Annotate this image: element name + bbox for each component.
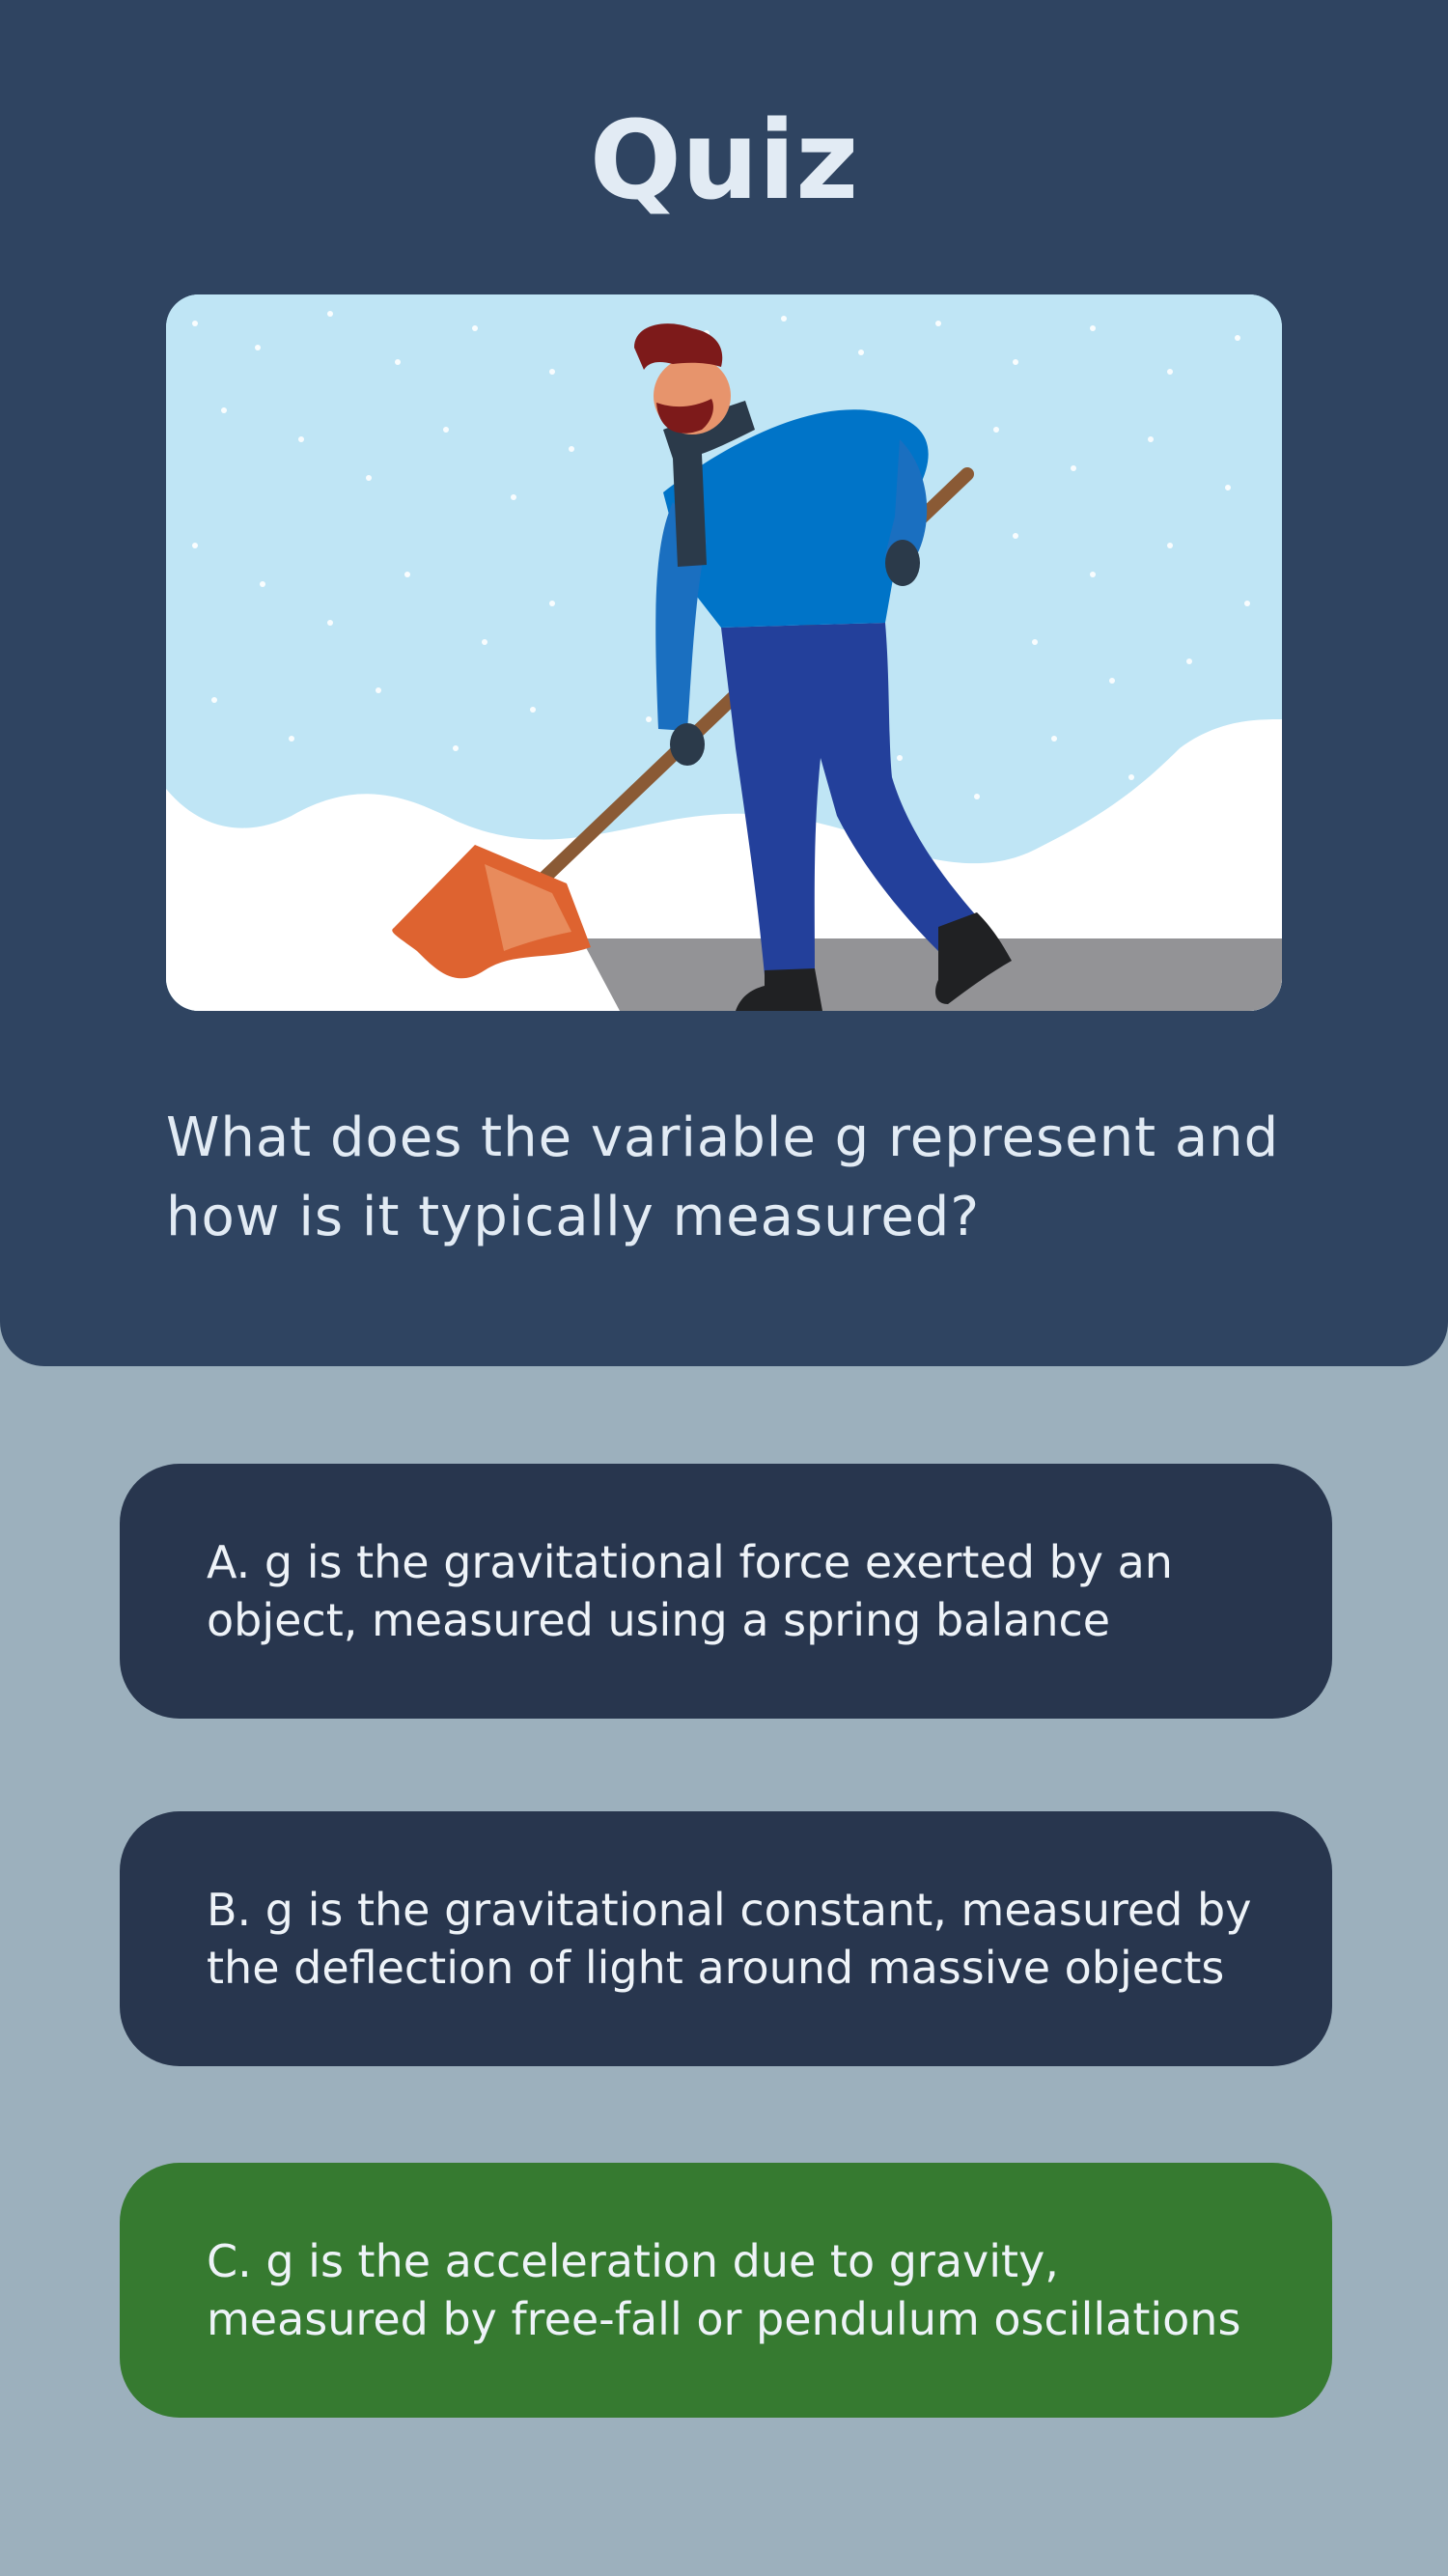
answer-option-b[interactable]: B. g is the gravitational constant, meas…: [120, 1811, 1332, 2066]
question-text: What does the variable g represent and h…: [166, 1106, 1280, 1248]
page-title: Quiz: [589, 98, 859, 224]
question-header-panel: Quiz: [0, 0, 1448, 1366]
answer-option-b-label: B. g is the gravitational constant, meas…: [207, 1884, 1252, 1994]
question-illustration: [166, 294, 1282, 1011]
snow-shoveling-illustration: [166, 294, 1282, 1011]
answer-option-a-label: A. g is the gravitational force exerted …: [207, 1536, 1173, 1646]
answer-option-c[interactable]: C. g is the acceleration due to gravity,…: [120, 2163, 1332, 2418]
snowflakes: [192, 311, 1250, 799]
answer-option-c-label: C. g is the acceleration due to gravity,…: [207, 2235, 1241, 2345]
answer-option-a[interactable]: A. g is the gravitational force exerted …: [120, 1464, 1332, 1719]
